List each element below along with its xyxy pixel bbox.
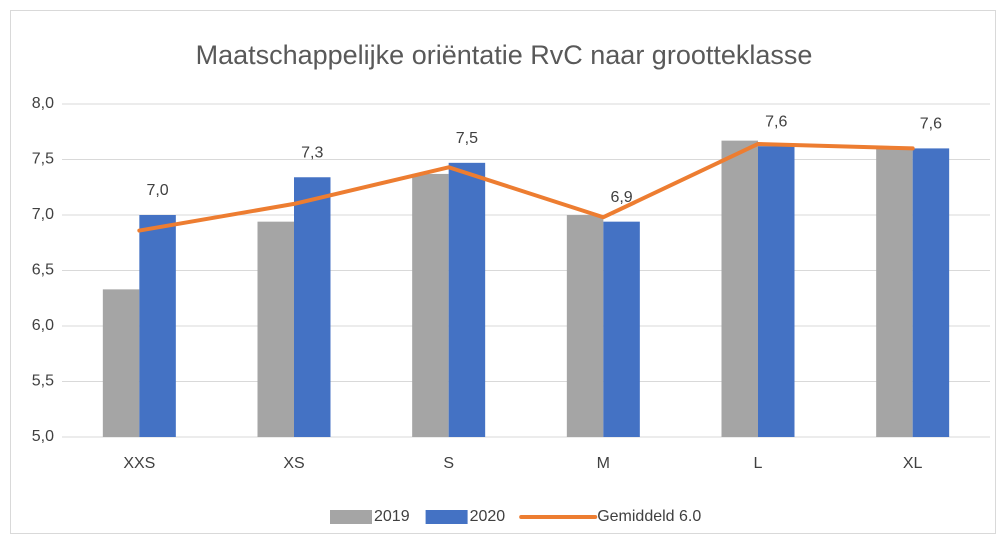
bar <box>102 289 140 437</box>
data-label: 7,5 <box>456 130 478 147</box>
bar <box>566 215 604 437</box>
legend-marker <box>330 510 372 524</box>
y-tick-label: 5,0 <box>32 428 54 445</box>
y-tick-label: 7,5 <box>32 151 54 168</box>
data-label: 7,0 <box>146 182 168 199</box>
bar <box>257 221 294 437</box>
y-tick-label: 6,0 <box>32 317 54 334</box>
bar <box>721 140 758 437</box>
y-tick-label: 8,0 <box>32 95 54 112</box>
bar <box>412 173 449 437</box>
bar <box>758 146 795 437</box>
x-tick-label: M <box>597 455 610 472</box>
y-tick-label: 7,0 <box>32 206 54 223</box>
chart-title: Maatschappelijke oriëntatie RvC naar gro… <box>196 40 813 70</box>
x-tick-label: L <box>754 455 763 472</box>
data-label: 7,3 <box>301 144 323 161</box>
x-tick-label: S <box>443 455 454 472</box>
bar <box>603 221 640 437</box>
x-tick-label: XL <box>903 455 923 472</box>
data-label: 7,6 <box>920 116 942 133</box>
data-label: 7,6 <box>765 113 787 130</box>
legend-label: 2020 <box>470 508 506 525</box>
y-tick-label: 5,5 <box>32 373 54 390</box>
legend-label: Gemiddeld 6.0 <box>597 508 701 525</box>
line <box>137 141 915 233</box>
bar <box>294 177 331 437</box>
bar <box>139 215 176 437</box>
legend-marker <box>425 510 468 524</box>
y-tick-label: 6,5 <box>32 262 54 279</box>
x-tick-label: XS <box>283 455 304 472</box>
bar <box>876 148 913 437</box>
bar <box>912 148 950 437</box>
legend-label: 2019 <box>374 508 410 525</box>
x-tick-label: XXS <box>123 455 155 472</box>
data-label: 6,9 <box>610 189 632 206</box>
bar <box>448 162 486 437</box>
